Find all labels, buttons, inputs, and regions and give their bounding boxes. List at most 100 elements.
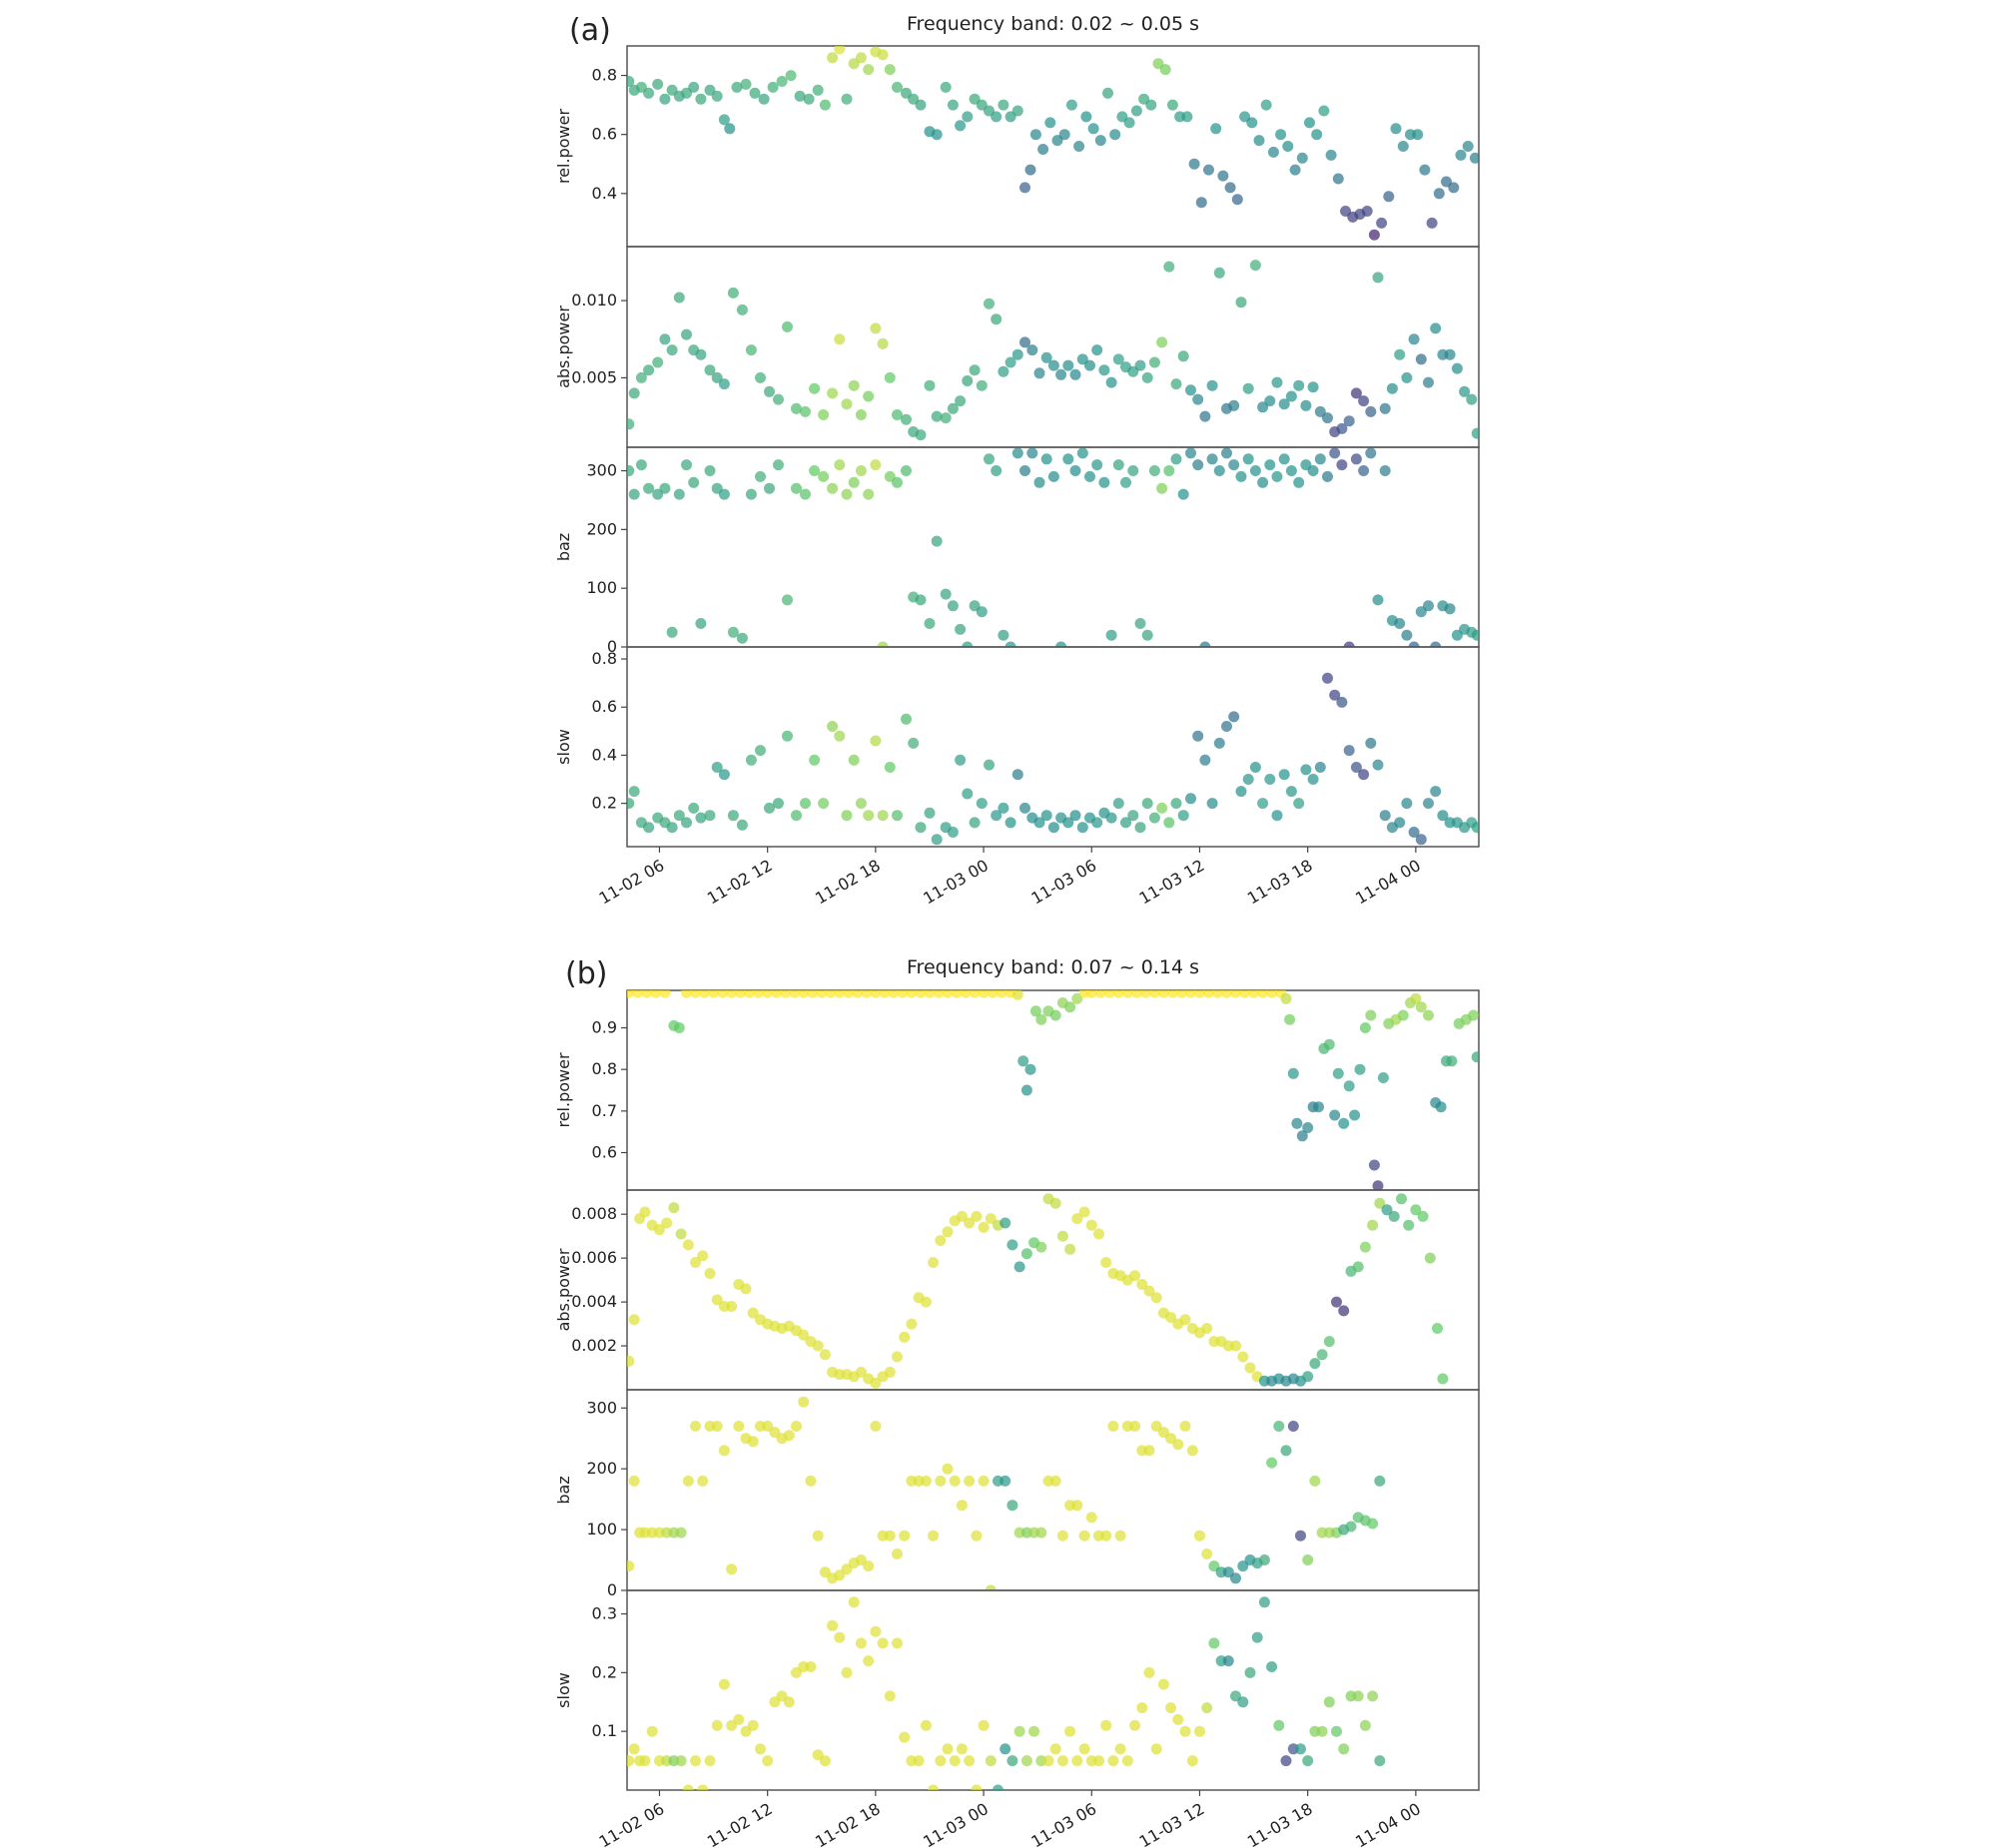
data-point	[1148, 990, 1160, 998]
data-point	[1267, 146, 1279, 158]
data-point	[1102, 87, 1113, 99]
data-point	[690, 990, 701, 998]
data-point	[998, 99, 1009, 111]
data-point	[1024, 1063, 1036, 1075]
data-point	[1471, 1051, 1479, 1063]
data-point	[1006, 1239, 1018, 1251]
data-point	[1094, 990, 1106, 998]
y-tick-label: 0.7	[592, 1101, 617, 1120]
data-point	[1237, 1351, 1249, 1363]
data-point	[1386, 382, 1398, 394]
data-point	[1105, 376, 1117, 388]
data-point	[1408, 827, 1420, 838]
data-point	[1013, 1725, 1025, 1737]
data-point	[1213, 737, 1225, 749]
data-point	[1309, 1358, 1321, 1370]
data-point	[1359, 1719, 1371, 1731]
data-point	[870, 322, 882, 334]
data-point	[928, 1257, 940, 1268]
data-point	[1065, 99, 1077, 111]
data-point	[892, 1548, 903, 1559]
data-point	[1035, 1241, 1047, 1253]
data-point	[1112, 990, 1124, 998]
data-point	[1249, 762, 1261, 773]
data-point	[654, 1224, 665, 1236]
data-point	[1304, 117, 1315, 129]
data-point	[928, 1784, 940, 1790]
data-point	[942, 1226, 954, 1238]
data-point	[1293, 476, 1305, 488]
data-point	[745, 754, 757, 766]
data-point	[643, 482, 655, 494]
data-point	[1107, 1421, 1119, 1432]
data-point	[987, 990, 999, 998]
data-point	[1192, 459, 1204, 471]
subplot-baz: 0 100 200 300 baz	[554, 1389, 1480, 1599]
data-point	[1367, 1690, 1379, 1702]
data-point	[884, 64, 896, 76]
data-point	[789, 990, 801, 998]
data-point	[1076, 447, 1088, 459]
data-point	[1271, 470, 1283, 482]
y-axis-label: baz	[554, 1476, 573, 1504]
scatter-points	[627, 260, 1479, 441]
x-tick-label: 11-02 06	[596, 1799, 668, 1848]
y-axis-label: rel.power	[554, 1052, 573, 1127]
data-point	[1365, 447, 1377, 459]
data-point	[1235, 786, 1247, 798]
data-point	[1129, 1421, 1141, 1432]
data-point	[955, 623, 967, 635]
data-point	[928, 1530, 940, 1541]
data-point	[884, 1366, 896, 1378]
data-point	[1071, 992, 1083, 1004]
data-point	[1188, 158, 1200, 170]
data-point	[1185, 990, 1196, 998]
data-point	[1056, 1755, 1068, 1767]
data-point	[643, 822, 655, 834]
data-point	[1358, 769, 1370, 781]
data-point	[628, 1314, 640, 1326]
axes-frame	[626, 1589, 1480, 1791]
data-point	[852, 990, 864, 998]
data-point	[1237, 1560, 1249, 1572]
data-point	[818, 470, 830, 482]
data-point	[1444, 603, 1456, 615]
data-point	[1316, 1725, 1328, 1737]
data-point	[1076, 353, 1088, 365]
data-point	[1408, 333, 1420, 345]
data-point	[1091, 817, 1103, 829]
data-point	[1251, 1631, 1263, 1643]
data-point	[767, 81, 779, 93]
data-point	[984, 298, 995, 309]
data-point	[1331, 1296, 1342, 1308]
data-point	[1260, 99, 1272, 111]
data-point	[783, 1696, 795, 1708]
data-point	[901, 465, 912, 476]
data-point	[1314, 405, 1326, 417]
data-point	[1293, 379, 1305, 391]
data-point	[991, 313, 1002, 325]
data-point	[1035, 1527, 1047, 1539]
data-point	[682, 1784, 694, 1790]
data-point	[899, 1331, 911, 1343]
data-point	[940, 588, 952, 600]
data-point	[962, 788, 974, 800]
data-point	[819, 1755, 831, 1767]
data-point	[673, 488, 685, 500]
data-point	[1091, 344, 1103, 356]
data-point	[1224, 182, 1236, 194]
data-point	[1471, 427, 1479, 439]
data-point	[1275, 129, 1287, 141]
data-point	[681, 990, 692, 998]
data-point	[690, 1257, 701, 1268]
data-point	[764, 385, 775, 397]
data-point	[924, 990, 936, 998]
data-point	[1071, 1500, 1083, 1512]
y-tick-label: 0.2	[592, 1662, 617, 1681]
data-point	[769, 1427, 781, 1439]
data-point	[1069, 368, 1081, 380]
data-point	[870, 1625, 882, 1637]
data-point	[1020, 1084, 1032, 1096]
data-point	[962, 111, 974, 123]
data-point	[1165, 1702, 1177, 1714]
